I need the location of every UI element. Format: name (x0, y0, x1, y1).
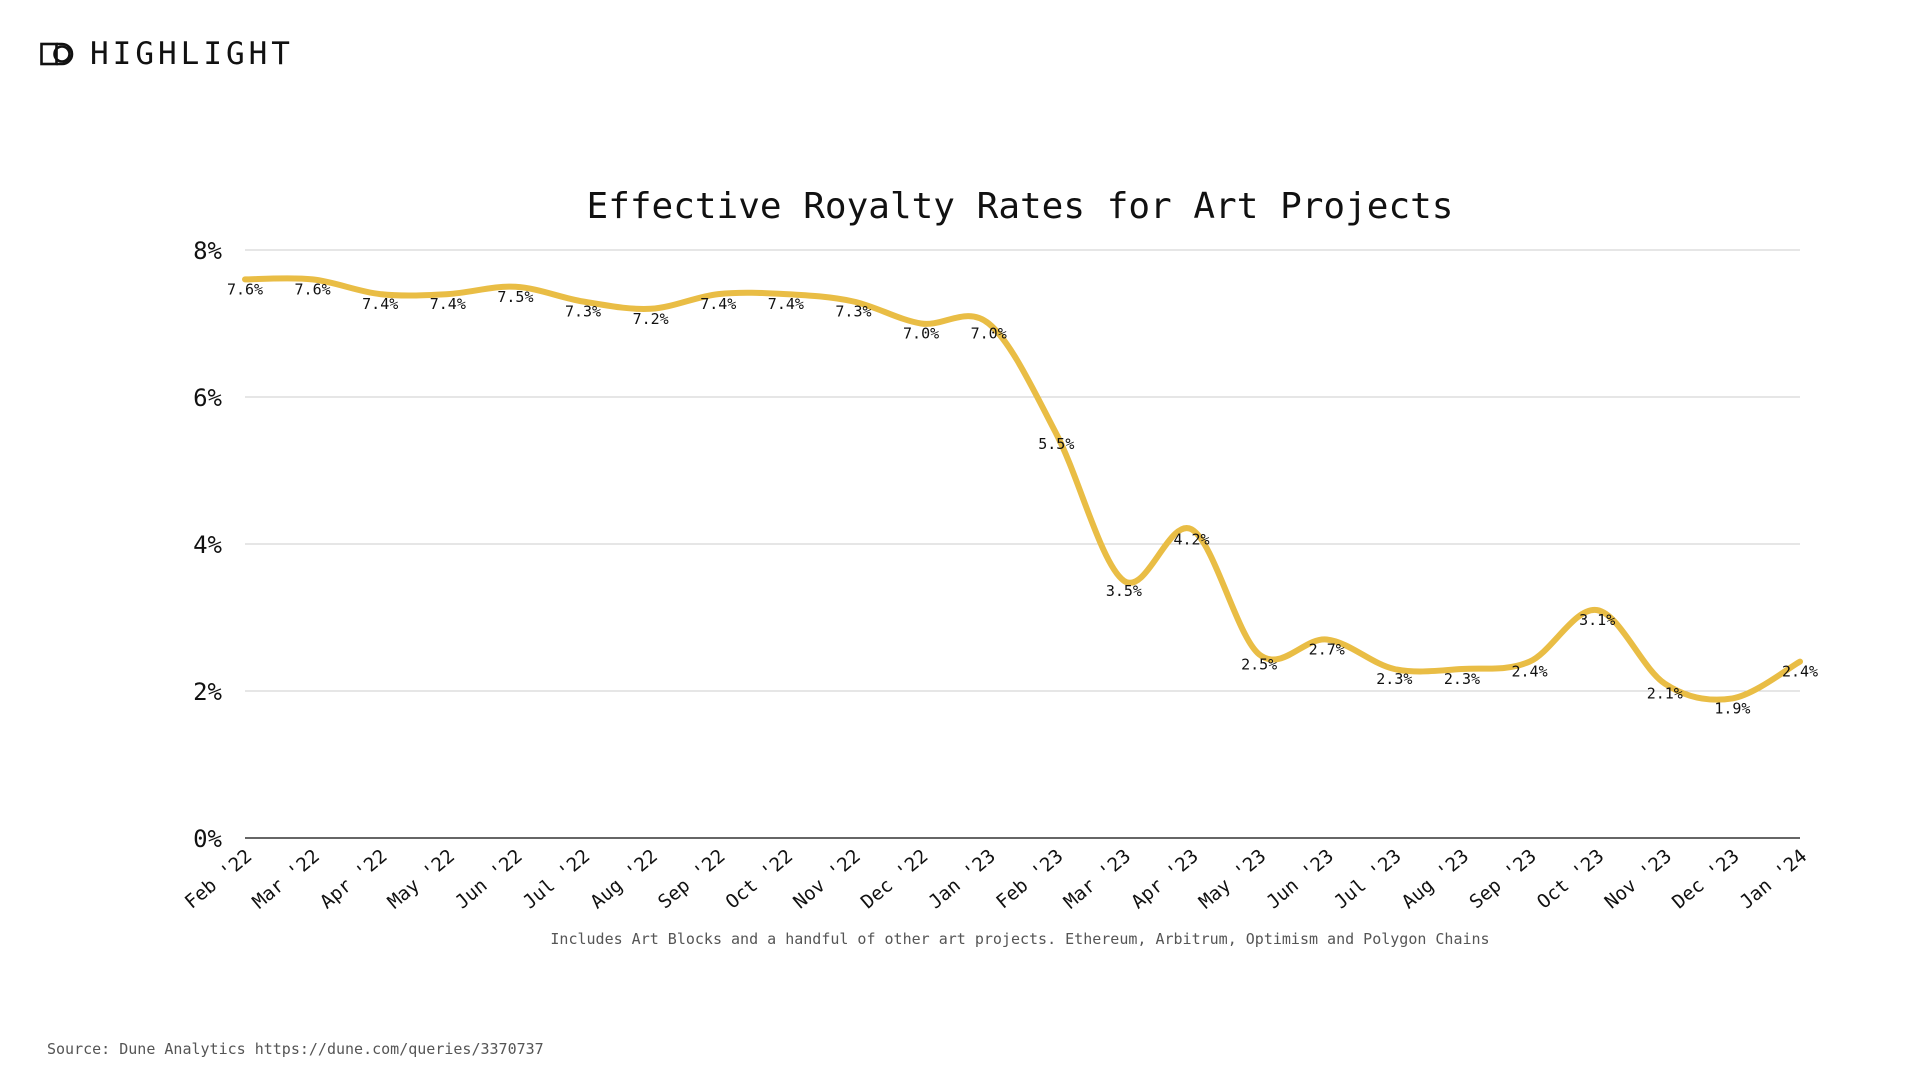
x-tick-label: Jan '23 (924, 845, 999, 913)
data-label: 2.3% (1444, 670, 1480, 688)
brand-logo: HIGHLIGHT (40, 34, 294, 74)
data-label: 2.4% (1512, 663, 1548, 681)
x-tick-label: May '22 (384, 845, 459, 913)
data-label: 1.9% (1714, 699, 1750, 717)
x-tick-label: Jun '23 (1262, 845, 1337, 913)
data-label: 7.4% (430, 295, 466, 313)
data-label: 7.4% (700, 295, 736, 313)
x-tick-label: Jul '22 (519, 845, 594, 913)
x-tick-label: Oct '22 (722, 845, 797, 913)
x-tick-label: Dec '22 (857, 845, 932, 913)
x-tick-label: Mar '23 (1060, 845, 1135, 913)
x-tick-label: May '23 (1195, 845, 1270, 913)
data-label: 7.4% (362, 295, 398, 313)
data-label: 2.1% (1647, 685, 1683, 703)
data-label: 7.2% (633, 310, 669, 328)
series-line (242, 275, 1803, 703)
x-tick-label: Sep '23 (1465, 845, 1540, 913)
x-tick-label: Dec '23 (1668, 845, 1743, 913)
data-label: 4.2% (1173, 530, 1209, 548)
x-tick-label: Jan '24 (1736, 845, 1811, 913)
data-label: 7.3% (835, 302, 871, 320)
x-tick-label: Oct '23 (1533, 845, 1608, 913)
x-tick-label: Feb '23 (992, 845, 1067, 913)
y-tick-label: 4% (193, 531, 222, 559)
data-label: 5.5% (1038, 435, 1074, 453)
data-labels: 7.6% 7.6% 7.4% 7.4% 7.5% 7.3% 7.2% 7.4% 7.4% 7.3%… (227, 280, 1818, 717)
data-label: 7.6% (227, 280, 263, 298)
y-tick-label: 6% (193, 384, 222, 412)
chart-subtitle: Includes Art Blocks and a handful of oth… (550, 930, 1489, 948)
data-label: 2.5% (1241, 655, 1277, 673)
x-tick-label: Aug '22 (586, 845, 661, 913)
source-note: Source: Dune Analytics https://dune.com/… (47, 1040, 544, 1058)
x-tick-label: Nov '22 (789, 845, 864, 913)
data-label: 7.3% (565, 302, 601, 320)
series-line-layer (242, 275, 1803, 703)
chart-title: Effective Royalty Rates for Art Projects (587, 186, 1454, 227)
data-label: 2.7% (1309, 641, 1345, 659)
x-tick-label: Apr '23 (1127, 845, 1202, 913)
y-tick-label: 2% (193, 678, 222, 706)
data-label: 7.6% (295, 280, 331, 298)
brand-name: HIGHLIGHT (90, 36, 294, 72)
x-tick-label: Mar '22 (248, 845, 323, 913)
y-axis-ticks: 0% 2% 4% 6% 8% (193, 237, 222, 853)
x-tick-label: Apr '22 (316, 845, 391, 913)
data-label: 3.1% (1579, 611, 1615, 629)
grid-lines (245, 249, 1800, 839)
x-tick-label: Jul '23 (1330, 845, 1405, 913)
data-label: 7.0% (903, 325, 939, 343)
data-label: 7.4% (768, 295, 804, 313)
y-tick-label: 8% (193, 237, 222, 265)
x-tick-label: Nov '23 (1601, 845, 1676, 913)
data-label: 3.5% (1106, 582, 1142, 600)
y-tick-label: 0% (193, 825, 222, 853)
x-tick-label: Sep '22 (654, 845, 729, 913)
x-tick-label: Jun '22 (451, 845, 526, 913)
data-label: 7.5% (497, 288, 533, 306)
x-tick-label: Feb '22 (181, 845, 256, 913)
x-tick-label: Aug '23 (1398, 845, 1473, 913)
highlight-logo-icon (40, 42, 74, 66)
data-label: 2.4% (1782, 663, 1818, 681)
data-label: 2.3% (1376, 670, 1412, 688)
data-label: 7.0% (971, 325, 1007, 343)
